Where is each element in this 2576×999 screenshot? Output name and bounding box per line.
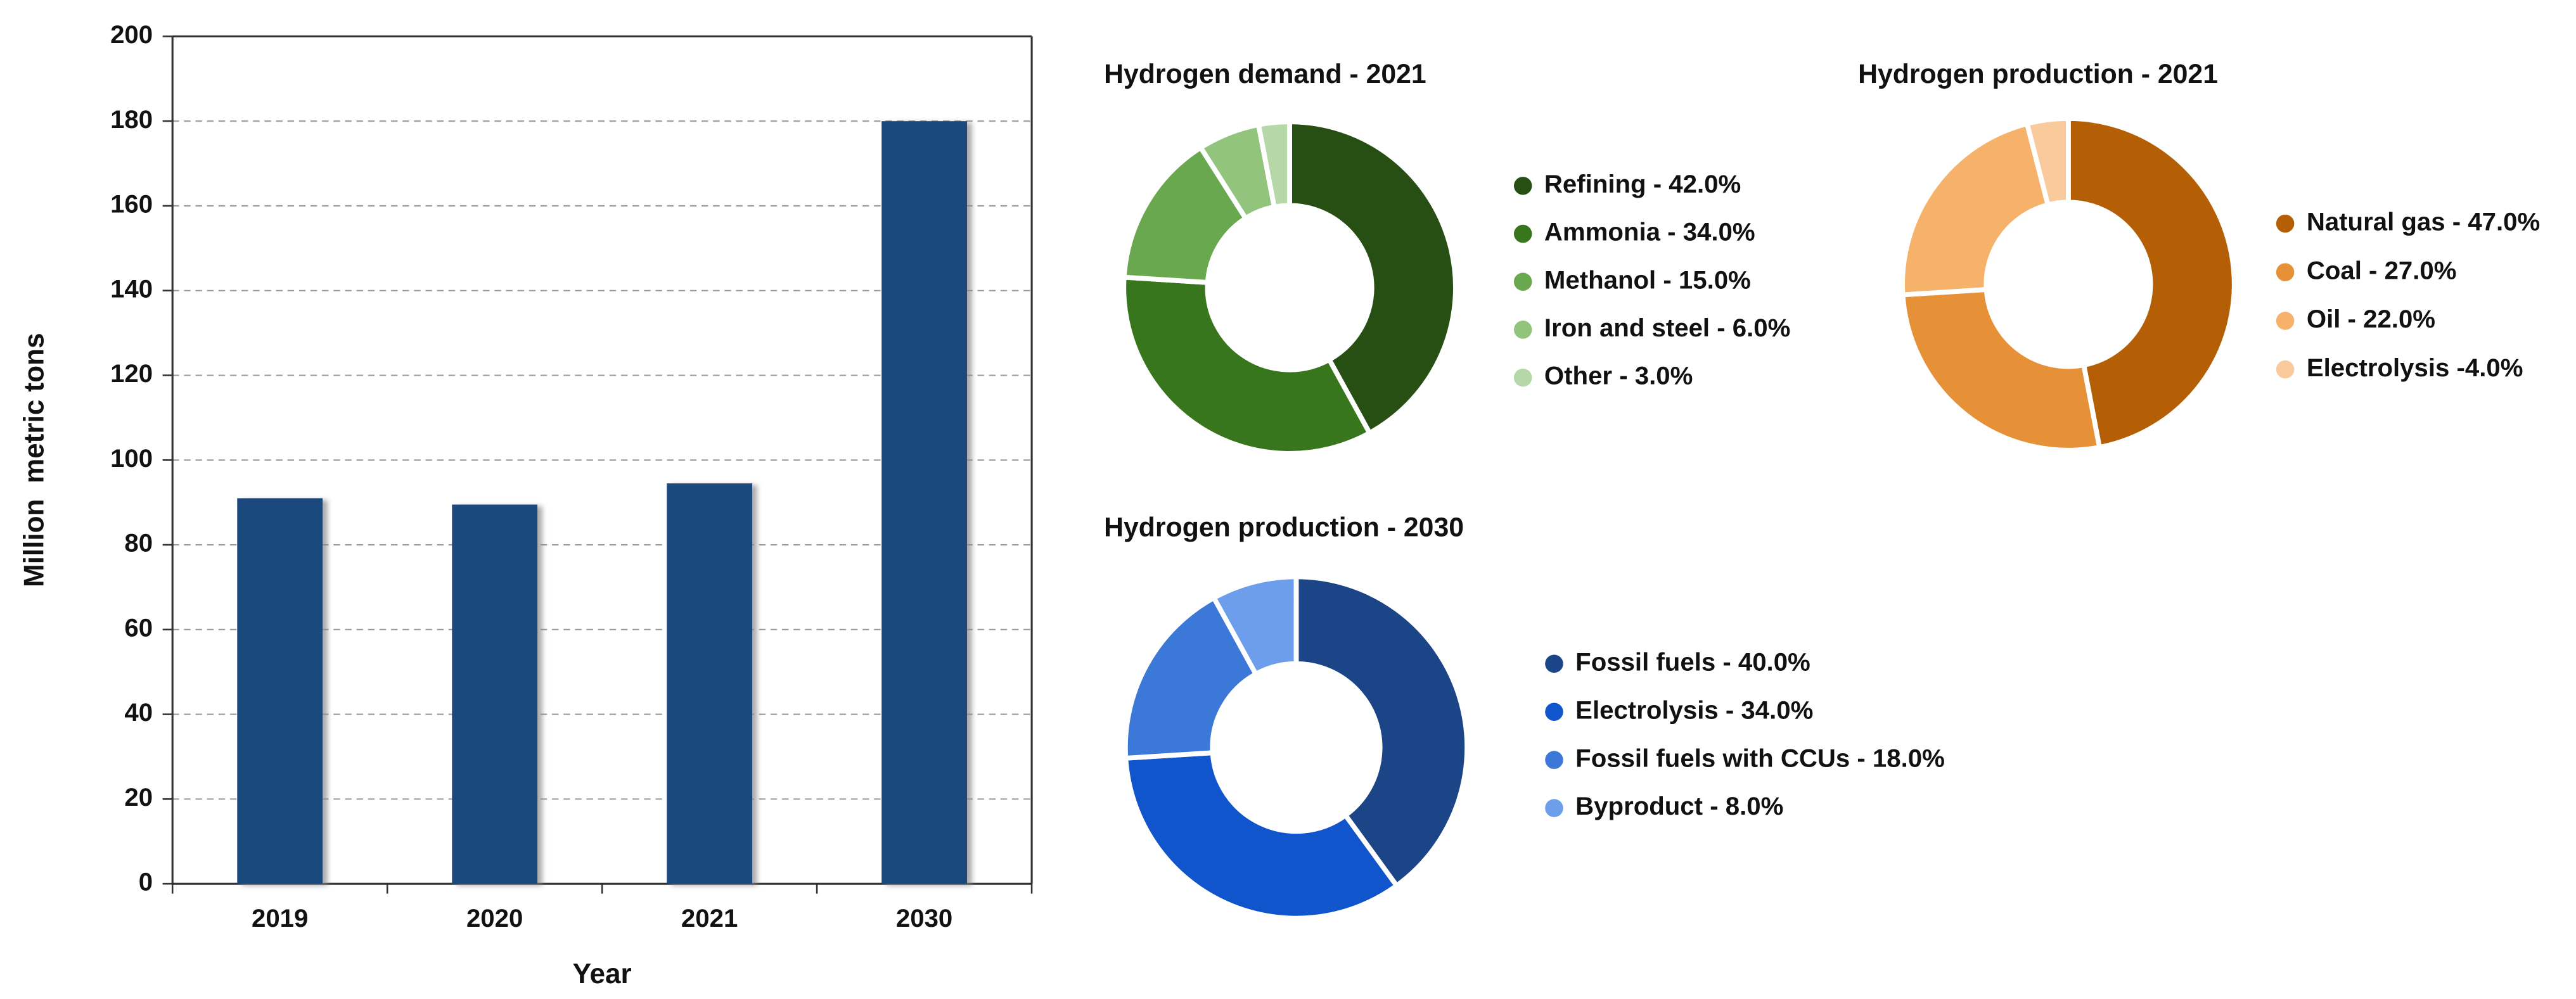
legend-marker bbox=[1545, 654, 1563, 673]
legend-marker bbox=[2276, 360, 2295, 379]
bar bbox=[237, 498, 323, 884]
x-tick-label: 2019 bbox=[252, 904, 308, 932]
legend-label: Electrolysis - 34.0% bbox=[1575, 696, 1813, 724]
y-tick-label: 80 bbox=[124, 529, 153, 557]
y-tick-label: 180 bbox=[110, 105, 153, 134]
y-axis-label: Million metric tons bbox=[19, 333, 50, 587]
y-tick-label: 100 bbox=[110, 444, 153, 473]
y-tick-label: 160 bbox=[110, 190, 153, 219]
y-tick-label: 200 bbox=[110, 20, 153, 49]
legend-label: Coal - 27.0% bbox=[2307, 256, 2457, 284]
x-tick-label: 2030 bbox=[896, 904, 952, 932]
legend-label: Oil - 22.0% bbox=[2307, 305, 2435, 333]
legend-label: Fossil fuels with CCUs - 18.0% bbox=[1575, 744, 1945, 772]
donut-segment bbox=[1121, 274, 1373, 456]
legend-label: Other - 3.0% bbox=[1544, 362, 1693, 390]
x-tick-label: 2020 bbox=[466, 904, 523, 932]
legend-label: Natural gas - 47.0% bbox=[2307, 208, 2540, 236]
donut-segment bbox=[2024, 116, 2071, 208]
x-axis-label: Year bbox=[573, 958, 632, 989]
y-tick-label: 140 bbox=[110, 274, 153, 303]
legend-marker bbox=[1545, 703, 1563, 721]
x-tick-label: 2021 bbox=[681, 904, 738, 932]
donut-segment bbox=[1293, 574, 1470, 889]
legend-marker bbox=[1513, 272, 1532, 291]
chart-title: Hydrogen demand - 2021 bbox=[1104, 59, 1426, 89]
legend-label: Methanol - 15.0% bbox=[1544, 265, 1751, 294]
donut-segment bbox=[1900, 120, 2051, 298]
donut-segment bbox=[1210, 574, 1299, 678]
donut-segment bbox=[1121, 144, 1250, 286]
chart-title: Hydrogen production - 2021 bbox=[1858, 59, 2218, 89]
legend-marker bbox=[1513, 368, 1532, 387]
chart-title: Hydrogen production - 2030 bbox=[1104, 512, 1464, 542]
donut-segment bbox=[1123, 750, 1400, 921]
legend-label: Fossil fuels - 40.0% bbox=[1575, 647, 1810, 676]
y-tick-label: 20 bbox=[124, 783, 153, 811]
bar bbox=[881, 121, 967, 884]
legend-label: Byproduct - 8.0% bbox=[1575, 792, 1783, 820]
y-tick-label: 0 bbox=[139, 868, 153, 896]
bar bbox=[452, 504, 538, 884]
legend-marker bbox=[1545, 799, 1563, 817]
donut-segment bbox=[1900, 286, 2103, 453]
legend-marker bbox=[1513, 321, 1532, 339]
donut-segment bbox=[2066, 116, 2237, 450]
donut-segment bbox=[1255, 119, 1292, 210]
legend-label: Electrolysis -4.0% bbox=[2307, 353, 2523, 382]
legend-label: Ammonia - 34.0% bbox=[1544, 218, 1755, 246]
y-tick-label: 120 bbox=[110, 359, 153, 388]
bar bbox=[667, 483, 753, 884]
donut-segment bbox=[1122, 594, 1260, 761]
legend-marker bbox=[1513, 177, 1532, 195]
legend-marker bbox=[1545, 751, 1563, 769]
legend-label: Refining - 42.0% bbox=[1544, 170, 1741, 198]
legend-marker bbox=[2276, 214, 2295, 233]
y-tick-label: 60 bbox=[124, 613, 153, 642]
y-tick-label: 40 bbox=[124, 698, 153, 727]
legend-marker bbox=[2276, 312, 2295, 330]
legend-marker bbox=[1513, 224, 1532, 243]
legend-marker bbox=[2276, 263, 2295, 281]
legend-label: Iron and steel - 6.0% bbox=[1544, 314, 1790, 342]
donut-segment bbox=[1287, 119, 1458, 436]
